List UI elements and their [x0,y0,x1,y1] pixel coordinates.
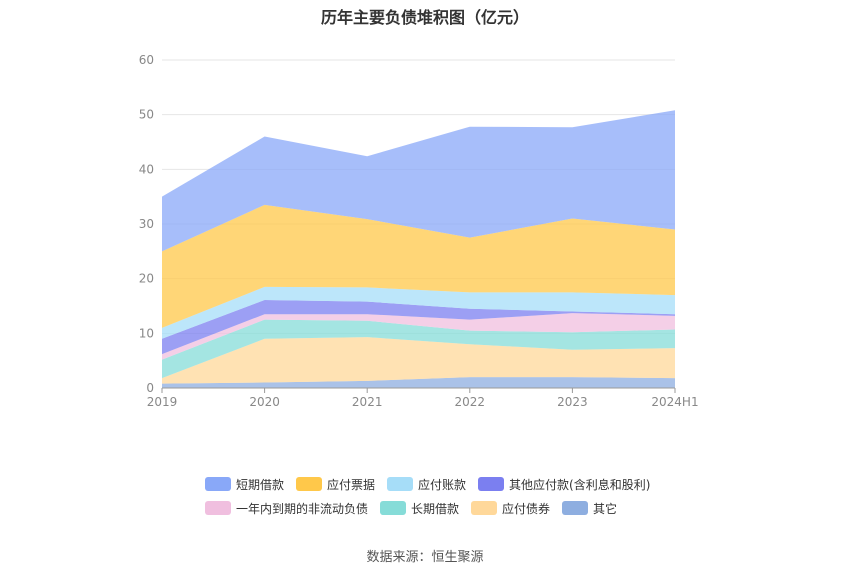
legend-item[interactable]: 一年内到期的非流动负债 [205,500,368,517]
area-series [162,377,675,388]
area-series [162,313,675,360]
legend-item[interactable]: 应付账款 [387,476,466,493]
legend-label: 一年内到期的非流动负债 [236,501,369,516]
y-tick-label: 10 [139,326,154,340]
legend-label: 其他应付款(含利息和股利) [509,477,651,492]
y-tick-label: 50 [139,108,154,122]
legend-item[interactable]: 长期借款 [380,500,459,517]
legend-swatch [296,477,323,491]
legend-item[interactable]: 短期借款 [205,476,284,493]
area-series [162,319,675,379]
y-tick-label: 0 [146,381,154,395]
area-series [162,286,675,339]
legend-label: 应付账款 [418,477,467,492]
x-tick-label: 2024H1 [651,395,698,409]
legend-label: 长期借款 [411,501,460,516]
legend-swatch [387,477,414,491]
legend-swatch [471,501,498,515]
legend-item[interactable]: 应付债券 [471,500,550,517]
legend-label: 应付债券 [502,501,551,516]
legend-swatch [562,501,589,515]
legend-item[interactable]: 其它 [562,500,617,517]
data-source: 数据来源：恒生聚源 [366,550,484,565]
legend-row: 短期借款 应付票据 应付账款 其他应付款(含利息和股利) [205,472,665,496]
y-tick-label: 20 [139,272,154,286]
area-series [162,337,675,384]
legend-label: 其它 [593,501,618,516]
chart-title: 历年主要负债堆积图（亿元） [320,8,529,27]
y-tick-label: 30 [139,217,154,231]
y-tick-label: 60 [139,53,154,67]
legend-swatch [478,477,505,491]
area-series [162,110,675,252]
area-series [162,204,675,328]
legend-item[interactable]: 应付票据 [296,476,375,493]
chart-legend: 短期借款 应付票据 应付账款 其他应付款(含利息和股利) 一年内到期的非流动负债 长期借款… [205,472,665,520]
legend-item[interactable]: 其他应付款(含利息和股利) [478,476,650,493]
y-tick-label: 40 [139,162,154,176]
legend-label: 应付票据 [327,477,376,492]
legend-swatch [380,501,407,515]
legend-swatch [205,477,231,491]
x-tick-label: 2021 [352,395,383,409]
legend-label: 短期借款 [236,477,285,492]
x-tick-label: 2019 [147,395,178,409]
x-tick-label: 2020 [249,395,280,409]
legend-row: 一年内到期的非流动负债 长期借款 应付债券 其它 [205,496,665,520]
x-tick-label: 2022 [455,395,486,409]
legend-swatch [205,501,231,515]
x-tick-label: 2023 [557,395,588,409]
area-series [162,299,675,355]
